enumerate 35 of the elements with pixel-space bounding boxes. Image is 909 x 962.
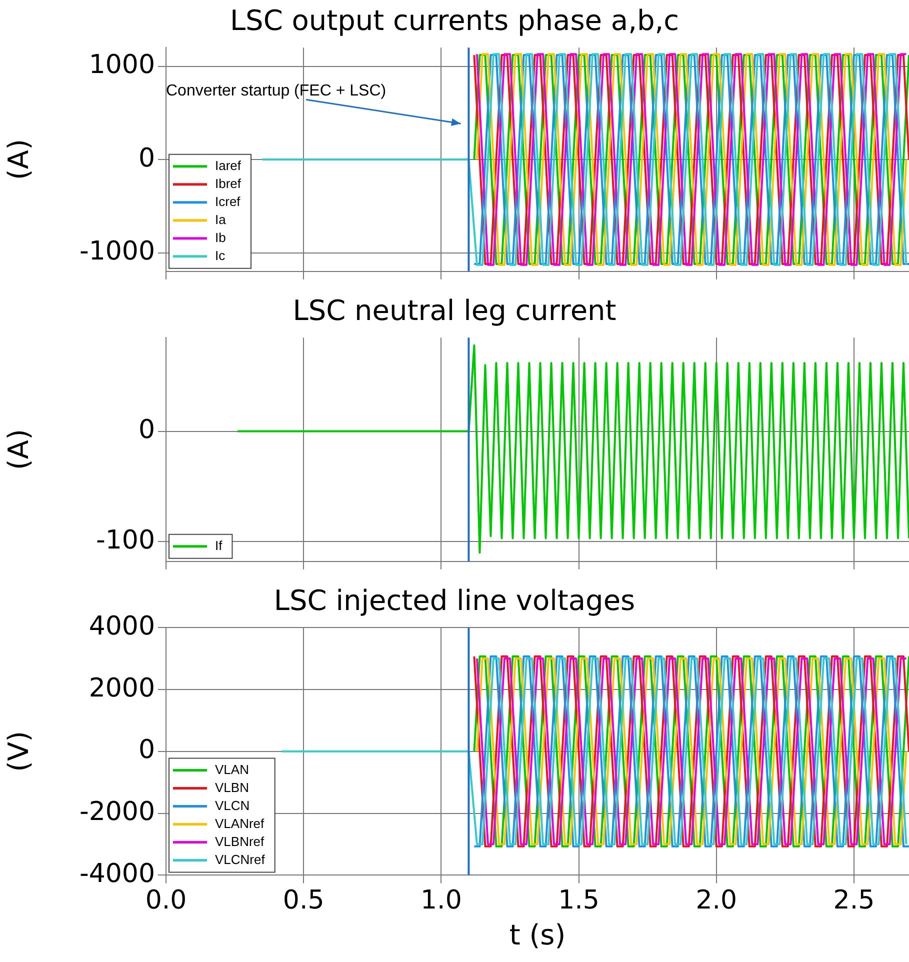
legend-label: Ia — [215, 212, 227, 227]
legend-label: Ic — [215, 248, 226, 263]
y-tick-label: -100 — [96, 525, 155, 556]
x-tick-label: 2.0 — [696, 886, 738, 916]
y-tick-label: 2000 — [88, 673, 155, 704]
y-axis-title: (A) — [2, 138, 36, 180]
x-axis-title: t (s) — [509, 918, 566, 952]
legend-label: Iaref — [215, 158, 242, 173]
legend-label: Ibref — [215, 176, 242, 191]
legend-label: Ib — [215, 230, 226, 245]
legend-label: VLANref — [215, 816, 265, 831]
legend-label: VLCNref — [215, 852, 266, 867]
y-tick-label: 1000 — [88, 50, 155, 80]
legend-label: VLAN — [215, 762, 249, 777]
annotation: Converter startup (FEC + LSC) — [166, 82, 386, 100]
y-tick-label: 0 — [138, 143, 155, 174]
x-tick-label: 1.0 — [420, 886, 462, 916]
legend-label: If — [215, 538, 223, 553]
y-tick-label: 4000 — [88, 611, 155, 642]
legend-label: VLBNref — [215, 834, 265, 849]
y-axis-title: (V) — [2, 730, 36, 772]
x-tick-label: 0.5 — [282, 886, 324, 916]
y-tick-label: 0 — [138, 735, 155, 766]
chart-title: LSC neutral leg current — [292, 294, 616, 328]
x-tick-label: 1.5 — [558, 886, 600, 916]
x-tick-label: 2.5 — [833, 886, 875, 916]
y-tick-label: -2000 — [79, 797, 155, 828]
legend-label: VLCN — [215, 798, 250, 813]
legend-label: VLBN — [215, 780, 249, 795]
legend-label: Icref — [215, 194, 241, 209]
y-tick-label: 0 — [138, 415, 155, 446]
y-tick-label: -1000 — [79, 236, 155, 266]
chart-title: LSC output currents phase a,b,c — [230, 4, 680, 38]
chart-title: LSC injected line voltages — [274, 584, 636, 618]
y-axis-title: (A) — [2, 428, 36, 470]
